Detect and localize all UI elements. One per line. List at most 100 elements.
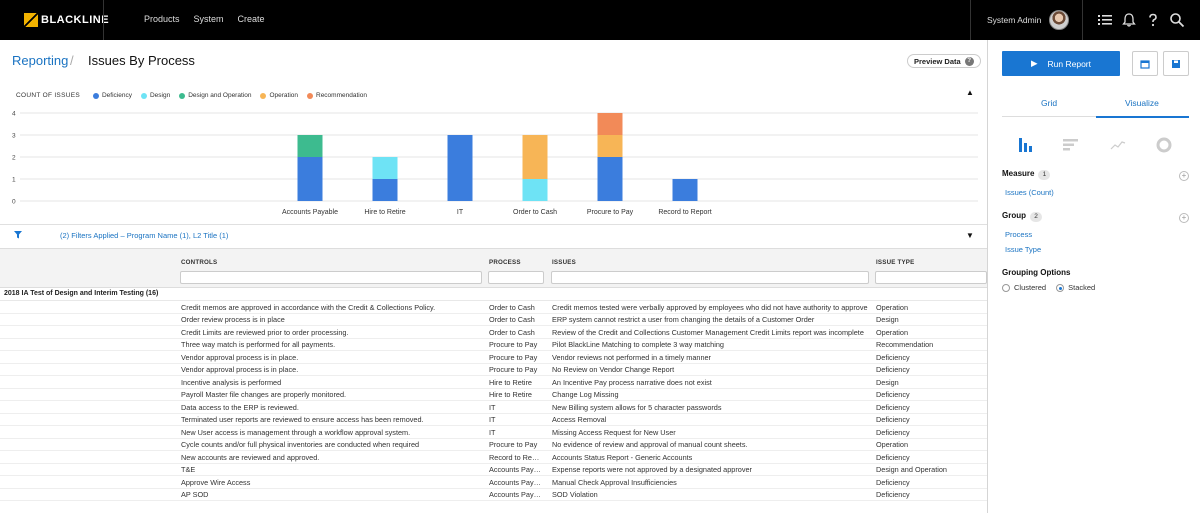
divider [0,224,987,225]
help-icon[interactable] [1145,12,1161,28]
group-row[interactable]: 2018 IA Test of Design and Interim Testi… [0,290,987,301]
collapse-chart-icon[interactable]: ▲ [966,88,974,97]
preview-data-button[interactable]: Preview Data ? [907,54,981,68]
group-item-process[interactable]: Process [1005,230,1033,239]
question-icon[interactable]: ? [964,56,974,66]
issue-type-filter-input[interactable] [875,271,987,284]
radio-button[interactable] [1056,284,1065,293]
table-row[interactable]: Vendor approval process is in place. Proc… [0,364,987,376]
cell-control: Incentive analysis is performed [181,377,282,387]
user-name[interactable]: System Admin [987,15,1042,25]
bar-segment[interactable] [672,179,698,201]
cell-issue-type: Deficiency [876,452,910,462]
table-row[interactable]: T&E Accounts Payable Expense reports were … [0,464,987,476]
cell-process: Hire to Retire [489,390,532,399]
issues-chart: 0 1 2 3 4 Accounts Payable Hire to Retire IT Ord… [12,111,978,216]
cell-issue-type: Recommendation [876,340,934,349]
divider [103,0,104,40]
measure-item[interactable]: Issues (Count) [1005,188,1054,197]
nav-system[interactable]: System [193,14,224,24]
bar-segment[interactable] [372,179,398,201]
table-row[interactable]: Three way match is performed for all pay… [0,339,987,351]
legend-item-operation[interactable]: Operation [260,92,298,99]
table-row[interactable]: Credit Limits are reviewed prior to orde… [0,326,987,339]
bar-segment[interactable] [522,135,548,179]
cell-control: Approve Wire Access [181,477,251,487]
x-tick-label: Accounts Payable [282,209,338,216]
cell-control: Cycle counts and/or full physical invent… [181,440,420,449]
group-item-issue-type[interactable]: Issue Type [1005,245,1042,254]
table-row[interactable]: Data access to the ERP is reviewed. IT New… [0,401,987,414]
cell-control: Order review process is in place [181,315,285,324]
top-nav: Products System Create [144,14,265,24]
run-report-button[interactable]: ▶ Run Report [1002,51,1120,76]
column-header-issues[interactable]: ISSUES [552,259,576,266]
bar-segment[interactable] [597,135,623,157]
table-row[interactable]: New accounts are reviewed and approved. R… [0,451,987,464]
chart-legend: COUNT OF ISSUES Deficiency Design Design… [16,92,367,99]
table-row[interactable]: Payroll Master file changes are properly… [0,389,987,401]
nav-products[interactable]: Products [144,14,180,24]
table-row[interactable]: Incentive analysis is performed Hire to R… [0,376,987,389]
bar-segment[interactable] [372,157,398,179]
issues-filter-input[interactable] [551,271,869,284]
cell-issue-type: Deficiency [876,427,910,437]
collapse-filters-icon[interactable]: ▼ [966,231,974,240]
table-row[interactable]: Credit memos are approved in accordance … [0,301,987,314]
nav-create[interactable]: Create [237,14,265,24]
logo-mark-icon [24,13,38,27]
bell-icon[interactable] [1121,12,1137,28]
add-measure-icon[interactable]: + [1179,171,1189,181]
line-chart-icon[interactable] [1109,136,1127,154]
bar-segment[interactable] [297,157,323,201]
tab-grid[interactable]: Grid [1041,98,1058,108]
column-header-controls[interactable]: CONTROLS [181,259,218,266]
column-header-process[interactable]: PROCESS [489,259,521,266]
table-row[interactable]: AP SOD Accounts Payable SOD Violation Defic… [0,489,987,501]
run-report-label: Run Report [1047,58,1091,69]
blackline-logo[interactable]: BLACKLINE [24,12,109,28]
radio-clustered[interactable]: Clustered [1002,283,1046,293]
radio-stacked[interactable]: Stacked [1056,283,1095,293]
controls-filter-input[interactable] [180,271,482,284]
process-filter-input[interactable] [488,271,544,284]
save-button[interactable] [1163,51,1189,76]
donut-chart-icon[interactable] [1155,136,1173,154]
legend-item-deficiency[interactable]: Deficiency [92,92,132,99]
bar-segment[interactable] [597,113,623,135]
preview-data-label: Preview Data [914,56,961,66]
filters-applied-link[interactable]: (2) Filters Applied – Program Name (1), … [60,231,229,240]
table-row[interactable]: Order review process is in place Order to… [0,314,987,326]
horizontal-bar-icon[interactable] [1062,136,1080,154]
search-icon[interactable] [1169,12,1185,28]
table-row[interactable]: Approve Wire Access Accounts Payable Manua… [0,476,987,489]
add-group-icon[interactable]: + [1179,213,1189,223]
legend-item-recommendation[interactable]: Recommendation [307,92,367,99]
legend-item-design-and-operation[interactable]: Design and Operation [179,92,251,99]
bar-chart-icon[interactable] [1017,136,1035,154]
bar-segment[interactable] [447,135,473,201]
breadcrumb-reporting[interactable]: Reporting [12,53,69,68]
cell-issue-type: Design and Operation [876,465,947,474]
cell-process: Procure to Pay [489,440,538,449]
table-row[interactable]: Cycle counts and/or full physical invent… [0,439,987,451]
legend-label: Design and Operation [188,92,252,99]
column-header-issue-type[interactable]: ISSUE TYPE [876,259,915,266]
avatar[interactable] [1049,10,1069,30]
table-row[interactable]: Terminated user reports are reviewed to … [0,414,987,426]
schedule-button[interactable] [1132,51,1158,76]
cell-process: Procure to Pay [489,352,538,362]
bar-segment[interactable] [597,157,623,201]
active-tab-indicator [1096,116,1189,118]
cell-control: Terminated user reports are reviewed to … [181,415,424,424]
bar-segment[interactable] [522,179,548,201]
cell-process: Accounts Payable [489,477,543,487]
filter-icon[interactable] [14,231,22,239]
list-icon[interactable] [1097,12,1113,28]
table-row[interactable]: Vendor approval process is in place. Proc… [0,351,987,364]
legend-item-design[interactable]: Design [140,92,170,99]
radio-button[interactable] [1002,284,1010,293]
bar-segment[interactable] [297,135,323,157]
tab-visualize[interactable]: Visualize [1125,98,1159,108]
table-row[interactable]: New User access is management through a … [0,426,987,439]
